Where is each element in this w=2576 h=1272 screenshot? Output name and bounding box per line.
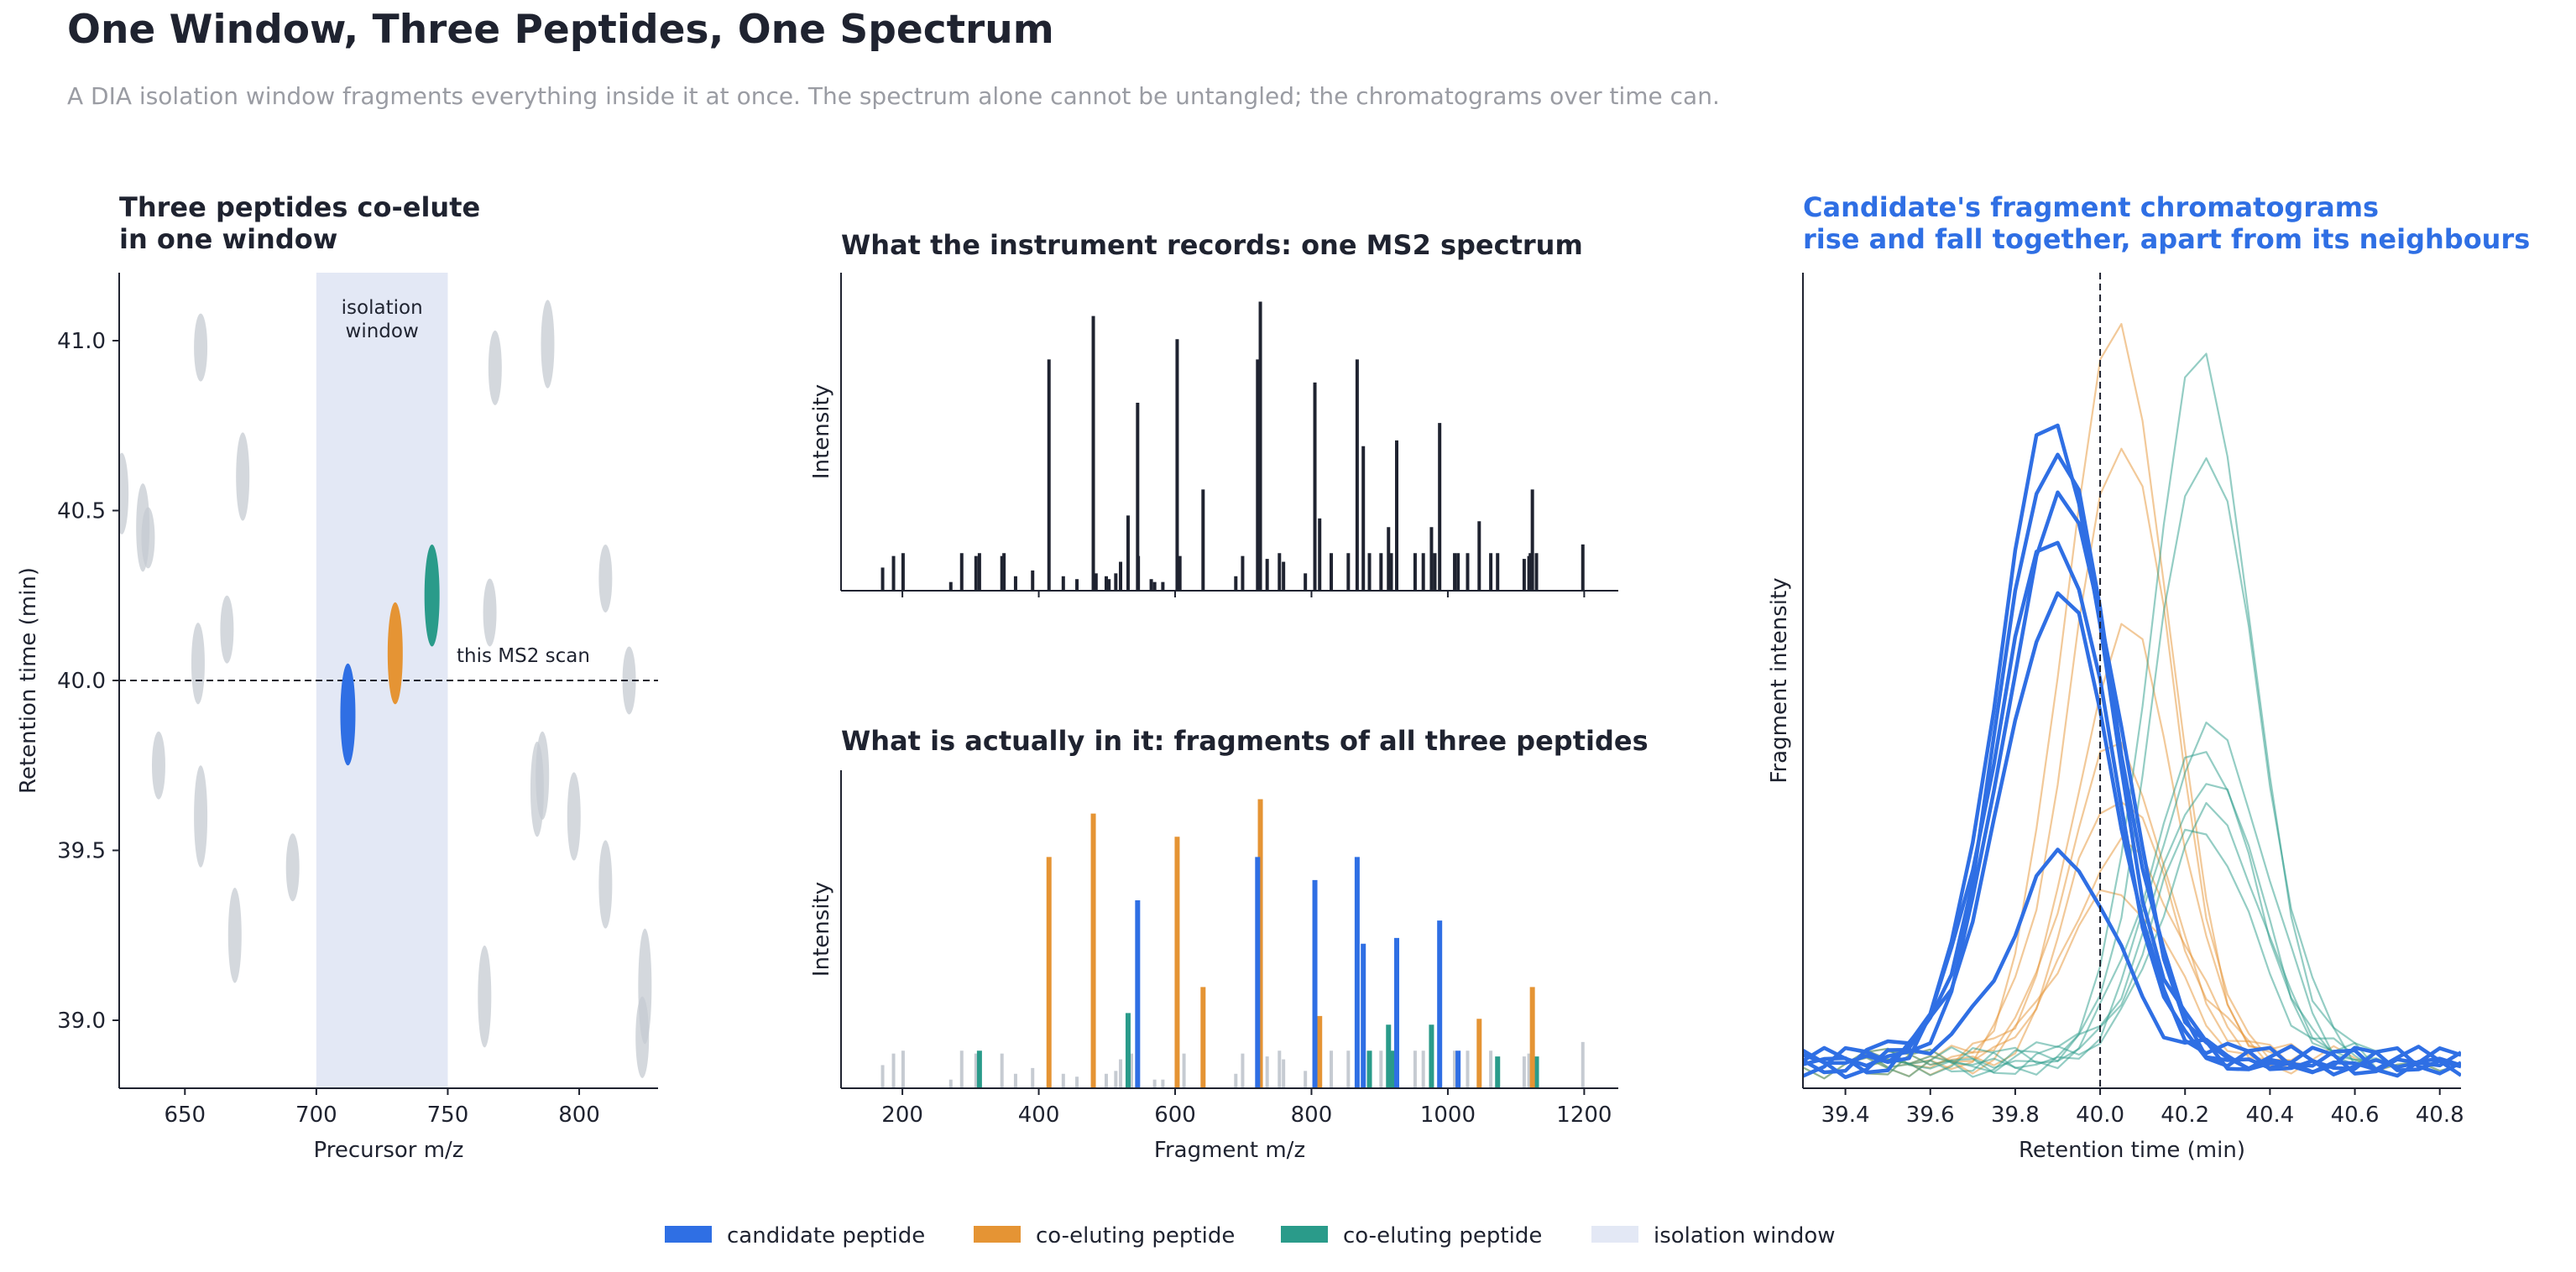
x-tick-label: 40.8 — [2416, 1103, 2464, 1128]
x-axis-label: Precursor m/z — [314, 1138, 464, 1163]
background-precursor — [598, 840, 613, 929]
y-axis-label: Retention time (min) — [16, 567, 41, 794]
panel-title: What the instrument records: one MS2 spe… — [841, 229, 1583, 261]
y-tick-label: 41.0 — [57, 329, 106, 354]
x-tick-label: 750 — [427, 1103, 469, 1128]
background-precursor — [141, 507, 155, 569]
y-tick-label: 40.0 — [57, 669, 106, 694]
x-tick-label: 40.0 — [2076, 1103, 2124, 1128]
legend-swatch — [974, 1226, 1021, 1243]
scan-line-label: this MS2 scan — [457, 645, 590, 667]
background-precursor — [598, 545, 613, 613]
panel-title: Three peptides co-elute — [119, 191, 480, 223]
coelute_b-precursor — [424, 545, 440, 647]
x-tick-label: 40.2 — [2161, 1103, 2209, 1128]
isolation-window-label: isolation — [342, 297, 423, 319]
x-tick-label: 39.6 — [1906, 1103, 1955, 1128]
isolation-window-label: window — [346, 321, 419, 342]
background-precursor — [119, 452, 129, 534]
x-tick-label: 1000 — [1420, 1103, 1476, 1128]
x-tick-label: 650 — [164, 1103, 206, 1128]
y-axis-label: Fragment intensity — [1767, 577, 1792, 783]
plot-area — [119, 273, 658, 1088]
x-tick-label: 600 — [1154, 1103, 1196, 1128]
legend: candidate peptide co-eluting peptide co-el… — [665, 1223, 1836, 1249]
background-precursor — [220, 595, 234, 664]
background-precursor — [236, 432, 250, 521]
background-precursor — [567, 772, 581, 861]
background-precursor — [530, 741, 544, 837]
x-axis-label: Fragment m/z — [1154, 1138, 1305, 1163]
panel-title: in one window — [119, 223, 337, 255]
x-tick-label: 40.6 — [2331, 1103, 2380, 1128]
x-tick-label: 800 — [558, 1103, 600, 1128]
legend-label: co-eluting peptide — [1036, 1223, 1235, 1249]
y-tick-label: 39.0 — [57, 1009, 106, 1034]
background-precursor — [622, 646, 636, 715]
candidate-chromatogram — [1803, 591, 2461, 1076]
legend-swatch — [1281, 1226, 1328, 1243]
legend-label: candidate peptide — [727, 1223, 925, 1249]
panel-title: Candidate's fragment chromatograms — [1803, 191, 2379, 223]
legend-label: isolation window — [1654, 1223, 1836, 1249]
panel-title: What is actually in it: fragments of all… — [841, 725, 1649, 757]
background-precursor — [541, 300, 555, 388]
background-precursor — [483, 578, 497, 647]
candidate-chromatogram — [1803, 847, 2461, 1080]
x-tick-label: 400 — [1018, 1103, 1060, 1128]
x-tick-label: 700 — [295, 1103, 337, 1128]
plot-area — [1803, 323, 2461, 1080]
x-tick-label: 39.4 — [1821, 1103, 1870, 1128]
page-title: One Window, Three Peptides, One Spectrum — [67, 7, 1054, 53]
background-precursor — [488, 330, 502, 405]
fragment-attribution-panel: 200 400 600 800 1000 1200 Fragment m/z Intensit… — [809, 725, 1649, 1163]
ms2-spectrum-panel: Intensity What the instrument records: on… — [809, 229, 1618, 597]
y-axis-label: Intensity — [809, 384, 834, 479]
background-precursor — [151, 731, 165, 800]
x-tick-label: 1200 — [1556, 1103, 1612, 1128]
legend-swatch — [665, 1226, 712, 1243]
legend-label: co-eluting peptide — [1343, 1223, 1542, 1249]
background-precursor — [194, 313, 208, 382]
background-precursor — [227, 888, 242, 983]
x-tick-label: 800 — [1291, 1103, 1333, 1128]
page-subtitle: A DIA isolation window fragments everyth… — [67, 82, 1720, 110]
x-axis-label: Retention time (min) — [2019, 1138, 2245, 1163]
coelute_b-chromatogram — [1803, 801, 2461, 1079]
background-precursor — [635, 996, 650, 1078]
x-tick-label: 200 — [881, 1103, 923, 1128]
y-tick-label: 39.5 — [57, 839, 106, 864]
coelute_b-chromatogram — [1803, 751, 2461, 1077]
x-tick-label: 39.8 — [1991, 1103, 2040, 1128]
legend-swatch — [1591, 1226, 1638, 1243]
coelute_a-chromatogram — [1803, 323, 2461, 1077]
chromatogram-panel: 39.4 39.6 39.8 40.0 40.2 40.4 40.6 40.8 Retentio… — [1767, 191, 2530, 1163]
precursor-map-panel: 39.0 39.5 40.0 40.5 41.0 650 700 750 800 Precurso… — [16, 191, 658, 1163]
y-tick-label: 40.5 — [57, 499, 106, 524]
panel-title: rise and fall together, apart from its n… — [1803, 223, 2530, 255]
background-precursor — [478, 945, 492, 1048]
background-precursor — [191, 623, 205, 705]
background-precursor — [194, 765, 208, 868]
background-precursor — [285, 833, 300, 902]
candidate-precursor — [340, 663, 356, 766]
candidate-chromatogram — [1803, 452, 2461, 1078]
y-axis-label: Intensity — [809, 882, 834, 977]
coelute_a-precursor — [387, 602, 403, 705]
x-tick-label: 40.4 — [2245, 1103, 2294, 1128]
